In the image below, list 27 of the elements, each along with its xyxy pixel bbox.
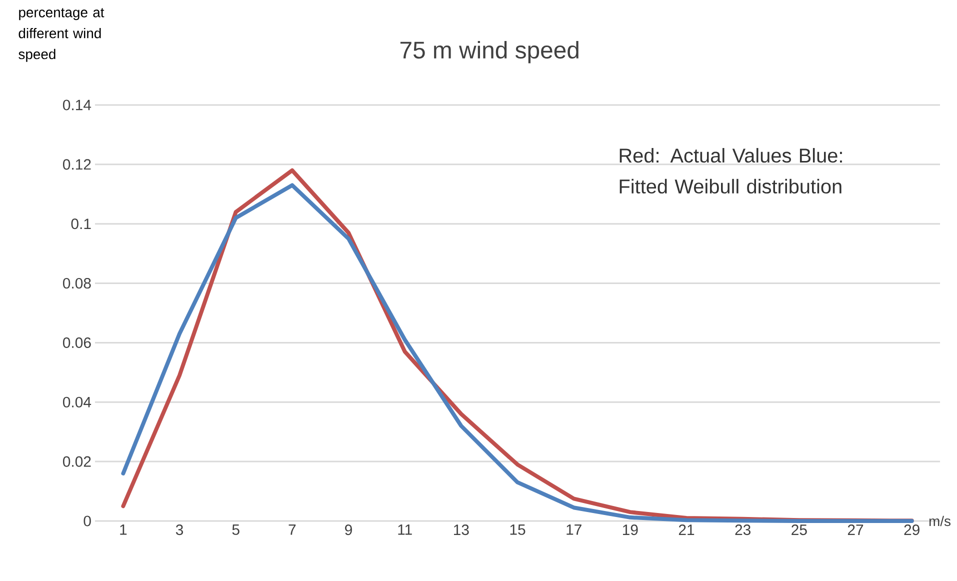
x-tick-label: 25 <box>792 524 807 536</box>
x-tick-label: 17 <box>566 524 582 535</box>
x-tick-label: 3 <box>176 524 184 536</box>
y-tick-label: 0.12 <box>62 159 91 170</box>
y-tick-label: 0.14 <box>62 100 92 110</box>
x-tick-label: 21 <box>678 524 694 535</box>
x-tick-label: 19 <box>623 524 638 536</box>
x-tick-label: 15 <box>510 524 526 535</box>
y-axis-title: percentage at different wind speed <box>18 8 104 62</box>
chart-title: 75 m wind speed <box>400 41 578 64</box>
x-tick-label: 9 <box>345 524 352 536</box>
y-tick-label: 0 <box>84 516 91 526</box>
y-tick-label: 0.1 <box>71 218 91 230</box>
y-tick-label: 0.04 <box>62 396 92 408</box>
y-tick-label: 0.02 <box>62 456 91 467</box>
x-tick-label: 13 <box>454 524 469 536</box>
x-tick-label: 1 <box>120 524 127 535</box>
x-tick-label: 11 <box>398 524 412 535</box>
x-axis-title: m/s <box>929 516 950 526</box>
y-tick-label: 0.06 <box>62 337 91 348</box>
x-tick-label: 27 <box>848 524 864 535</box>
annotation: Red: Actual Values Blue: Fitted Weibull distribution <box>620 148 842 194</box>
y-tick-label: 0.08 <box>62 278 91 289</box>
x-tick-label: 7 <box>288 524 296 535</box>
x-tick-label: 5 <box>232 524 240 535</box>
x-tick-label: 23 <box>735 524 750 536</box>
x-tick-label: 29 <box>904 524 920 536</box>
